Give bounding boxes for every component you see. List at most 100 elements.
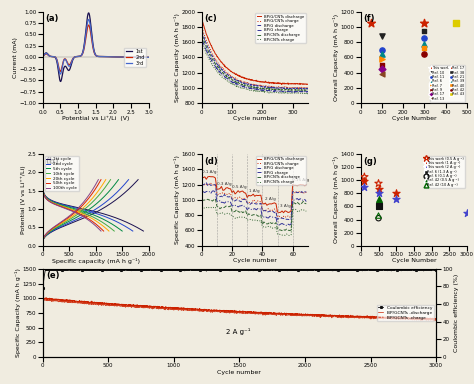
BP/CNTs discharge (305, 88, 310, 92)
Point (375, 203, 383, 209)
BP/GCNTs -charge (229, 310, 235, 314)
3rd (113, 55, 118, 59)
BP/CNTs discharge (232, 209, 238, 214)
3rd (83, 33, 89, 38)
2nd (40, 54, 46, 58)
Text: 2 A g⁻¹: 2 A g⁻¹ (226, 328, 251, 334)
BP/G/CNTs discharge (281, 210, 286, 215)
Point (375, 185, 383, 192)
BP/G charge (301, 89, 306, 94)
Text: 0.15 A/g: 0.15 A/g (292, 178, 309, 182)
BP/G/CNTs charge (199, 25, 205, 30)
Point (420, 28, 428, 34)
Legend: Coulombic efficiency, BP/GCNTs -discharge, BP/GCNTs -charge: Coulombic efficiency, BP/GCNTs -discharg… (377, 305, 434, 321)
Point (463, 210, 471, 216)
Text: 0.3 A/g: 0.3 A/g (217, 182, 232, 185)
BP/GCNTs -discharge (431, 317, 437, 322)
Point (420, 35, 428, 41)
Line: BP/G/CNTs charge: BP/G/CNTs charge (202, 183, 306, 218)
BP/GCNTs -discharge (43, 295, 49, 300)
2nd cycle (91, 208, 97, 213)
10th cycle (80, 208, 86, 213)
BP/CNTs charge (262, 89, 268, 93)
BP/G/CNTs discharge (292, 183, 297, 187)
1st cycle (97, 208, 102, 213)
1st (58, 79, 64, 84)
BP/CNTs discharge (303, 202, 309, 206)
BP/CNTs charge (301, 91, 307, 96)
BP/G charge (255, 87, 261, 91)
Line: 2nd cycle: 2nd cycle (43, 180, 128, 242)
BP/G/CNTs discharge (245, 195, 250, 200)
BP/CNTs charge (256, 89, 262, 93)
Coulombic efficiency (409, 267, 415, 271)
BP/CNTs charge (199, 41, 205, 46)
BP/G/CNTs discharge (232, 192, 238, 196)
BP/G/CNTs discharge (207, 174, 212, 179)
BP/G discharge (292, 189, 297, 194)
5th cycle (85, 208, 91, 213)
BP/CNTs discharge (245, 213, 250, 218)
2nd cycle (40, 240, 46, 244)
Point (378, 62, 386, 68)
BP/GCNTs -discharge (416, 316, 421, 321)
BP/CNTs charge (228, 81, 233, 85)
3rd (40, 54, 46, 58)
Text: 0.5 A/g: 0.5 A/g (232, 185, 247, 189)
Y-axis label: Specific Capacity (mA h g⁻¹): Specific Capacity (mA h g⁻¹) (174, 13, 180, 102)
5th cycle (40, 238, 46, 242)
BP/G/CNTs charge (248, 82, 254, 86)
100th cycle (40, 240, 46, 244)
2nd cycle (92, 207, 98, 212)
Point (368, 20, 375, 26)
X-axis label: Cycle number: Cycle number (233, 116, 277, 121)
Y-axis label: Overall Capacity (mA h g⁻¹): Overall Capacity (mA h g⁻¹) (333, 14, 339, 101)
10th cycle (40, 238, 46, 242)
5th cycle (40, 240, 46, 244)
BP/CNTs discharge (228, 76, 233, 81)
BP/CNTs discharge (225, 204, 230, 209)
BP/GCNTs -discharge (433, 317, 439, 321)
2nd cycle (112, 192, 118, 197)
2nd (86, 23, 91, 27)
BP/G discharge (203, 180, 209, 185)
Point (375, 190, 383, 196)
BP/G/CNTs charge (214, 191, 220, 196)
X-axis label: Cycle Number: Cycle Number (392, 258, 436, 263)
Text: 0.1 A/g: 0.1 A/g (202, 170, 217, 174)
5th cycle (86, 207, 92, 212)
Line: BP/G charge: BP/G charge (202, 40, 308, 93)
Coulombic efficiency (416, 268, 421, 272)
10th cycle (97, 192, 103, 197)
50th cycle (89, 192, 95, 197)
BP/G/CNTs charge (258, 199, 264, 204)
BP/CNTs discharge (304, 88, 310, 93)
BP/G charge (258, 207, 264, 211)
20th cycle (103, 177, 109, 182)
BP/G discharge (248, 83, 254, 88)
50th cycle (74, 208, 80, 213)
Line: BP/G charge: BP/G charge (202, 191, 306, 225)
BP/GCNTs -discharge (40, 296, 46, 301)
Coulombic efficiency (170, 268, 176, 272)
BP/G discharge (245, 200, 250, 205)
Line: 2nd: 2nd (43, 25, 149, 71)
Text: (f): (f) (363, 14, 374, 23)
10th cycle (101, 186, 107, 191)
BP/G/CNTs discharge (248, 77, 254, 82)
BP/G/CNTs charge (303, 190, 309, 194)
BP/G charge (211, 189, 217, 193)
Line: BP/CNTs charge: BP/CNTs charge (202, 206, 306, 236)
2nd (51, 54, 56, 59)
BP/G discharge (303, 190, 309, 194)
BP/CNTs discharge (212, 197, 218, 201)
BP/G discharge (287, 217, 292, 222)
X-axis label: Cycle number: Cycle number (233, 258, 277, 263)
BP/CNTs discharge (301, 88, 306, 93)
BP/G discharge (228, 75, 233, 79)
BP/CNTs discharge (279, 228, 285, 233)
BP/G/CNTs discharge (199, 174, 205, 179)
Point (375, 212, 383, 218)
Text: (a): (a) (45, 14, 58, 23)
BP/G/CNTs discharge (301, 81, 306, 86)
